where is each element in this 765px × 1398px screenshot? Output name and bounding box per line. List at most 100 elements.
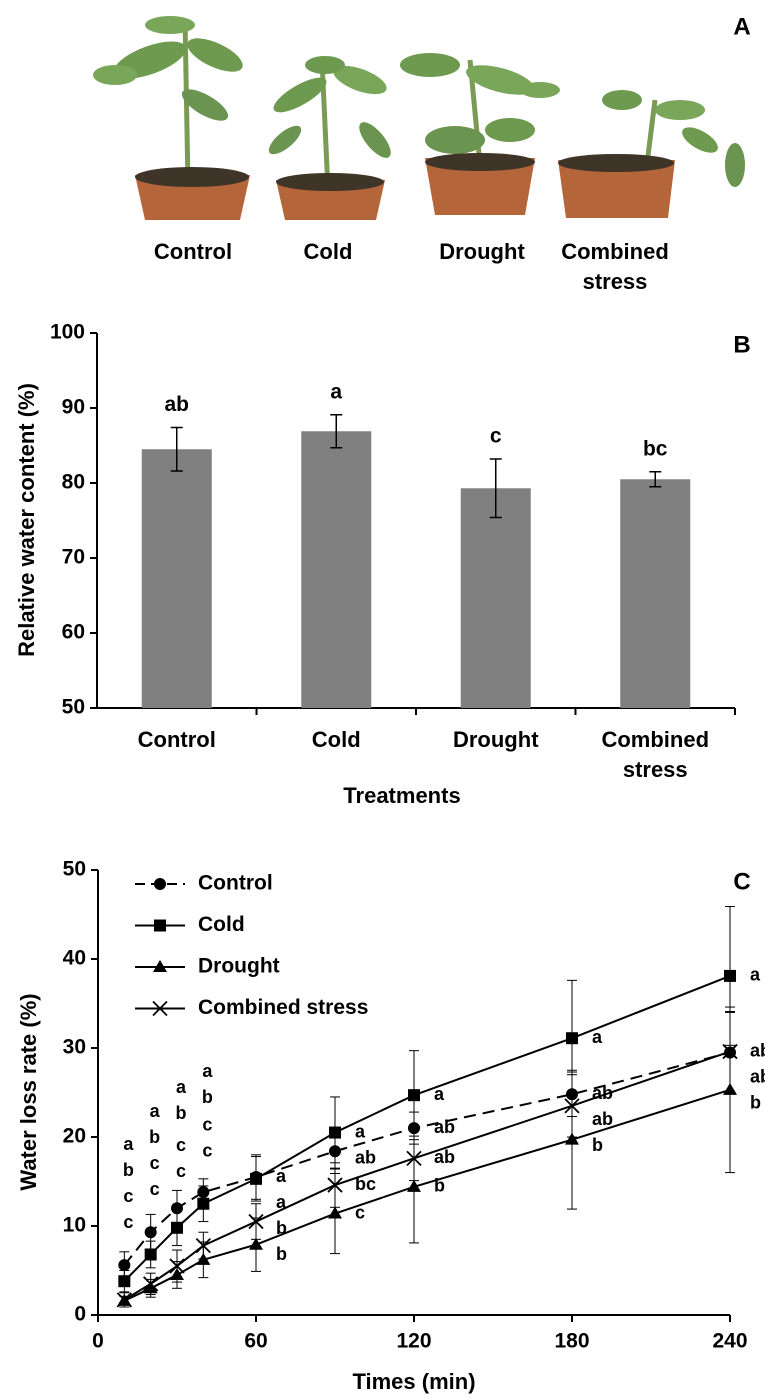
significance-letter: a [330, 380, 342, 403]
significance-letter: b [434, 1176, 445, 1196]
marker [169, 1258, 185, 1274]
significance-letter: c [176, 1135, 186, 1155]
y-axis-title: Relative water content (%) [14, 383, 39, 657]
y-tick-label: 70 [62, 546, 85, 569]
x-tick-label: 120 [396, 1330, 431, 1353]
legend-label: Cold [198, 913, 245, 936]
significance-letter: ab [355, 1147, 376, 1167]
marker [327, 1177, 343, 1193]
treatment-label: Cold [303, 239, 353, 264]
marker [144, 1248, 157, 1261]
significance-letter: ab [750, 1040, 765, 1060]
x-axis-title: Treatments [343, 783, 460, 808]
x-tick-label: Drought [452, 727, 539, 752]
series-line [123, 1088, 731, 1302]
panel-label: A [733, 13, 750, 40]
legend-label: Combined stress [198, 996, 368, 1019]
significance-letter: c [355, 1202, 365, 1222]
marker [195, 1237, 211, 1254]
marker [197, 1197, 210, 1210]
bar [141, 449, 212, 708]
marker [116, 1292, 132, 1308]
treatment-label: Control [153, 239, 233, 264]
plant [400, 53, 560, 215]
y-tick-label: 20 [63, 1125, 86, 1148]
significance-letter: a [202, 1061, 213, 1081]
marker [722, 1043, 738, 1060]
significance-letter: a [276, 1166, 287, 1186]
y-tick-label: 10 [63, 1214, 86, 1237]
series-line [123, 974, 731, 1282]
x-axis-title: Times (min) [352, 1369, 475, 1394]
y-axis-title: Water loss rate (%) [16, 993, 41, 1190]
y-tick-label: 100 [50, 321, 85, 344]
bar [460, 488, 531, 708]
marker [171, 1221, 183, 1234]
significance-letter: ab [434, 1117, 455, 1137]
plant-photo [60, 0, 760, 230]
significance-letter: a [592, 1027, 603, 1047]
marker [566, 1032, 578, 1045]
y-tick-label: 30 [63, 1036, 86, 1059]
marker [144, 1226, 157, 1239]
y-tick-label: 40 [63, 947, 86, 970]
significance-letter: b [750, 1092, 761, 1112]
plant [93, 16, 250, 220]
significance-letter: b [176, 1103, 187, 1123]
significance-letter: b [276, 1244, 287, 1264]
marker [329, 1126, 341, 1139]
y-tick-label: 50 [62, 696, 85, 719]
bar [620, 479, 691, 708]
significance-letter: c [202, 1114, 212, 1134]
y-tick-label: 90 [62, 396, 85, 419]
x-tick-label: 0 [92, 1330, 104, 1353]
marker [565, 1132, 579, 1145]
y-tick-label: 0 [74, 1303, 86, 1326]
marker [154, 919, 166, 932]
x-tick-label: 240 [712, 1330, 747, 1353]
marker [564, 1098, 580, 1114]
marker [249, 1237, 263, 1250]
marker [250, 1172, 262, 1185]
series-line [123, 1051, 731, 1266]
marker [154, 878, 166, 890]
marker [118, 1259, 131, 1272]
significance-letter: a [750, 965, 761, 985]
series-line [123, 1050, 731, 1301]
marker [171, 1202, 183, 1215]
significance-letter: a [434, 1084, 445, 1104]
significance-letter: ab [164, 393, 189, 416]
bar [301, 431, 372, 708]
marker [248, 1213, 264, 1230]
y-tick-label: 80 [62, 471, 85, 494]
significance-letter: ab [592, 1109, 613, 1129]
significance-letter: b [149, 1127, 160, 1147]
significance-letter: bc [355, 1174, 376, 1194]
marker [406, 1150, 422, 1166]
significance-letter: ab [750, 1066, 765, 1086]
significance-letter: b [123, 1160, 134, 1180]
significance-letter: a [276, 1192, 287, 1212]
significance-letter: bc [643, 437, 668, 460]
significance-letter: a [150, 1101, 161, 1121]
significance-letter: ab [592, 1083, 613, 1103]
significance-letter: c [150, 1153, 160, 1173]
marker [408, 1089, 420, 1102]
x-tick-label: 60 [244, 1330, 267, 1353]
x-tick-label: Cold [311, 727, 361, 752]
significance-letter: a [176, 1077, 187, 1097]
marker [143, 1276, 159, 1292]
marker [153, 960, 167, 972]
x-tick-label: 180 [554, 1330, 589, 1353]
marker [328, 1206, 342, 1219]
marker [152, 1000, 168, 1017]
significance-letter: b [276, 1218, 287, 1238]
significance-letter: c [123, 1186, 133, 1206]
treatment-label: Combined stress [561, 239, 669, 294]
panel-label: C [733, 868, 750, 895]
significance-letter: c [176, 1161, 186, 1181]
plant [558, 90, 745, 218]
panel-label: B [733, 331, 750, 358]
